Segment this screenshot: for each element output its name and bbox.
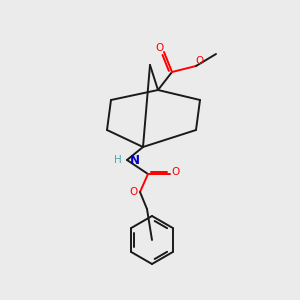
Text: H: H (114, 155, 122, 165)
Text: O: O (171, 167, 179, 177)
Text: N: N (130, 154, 140, 166)
Text: O: O (129, 187, 137, 197)
Text: O: O (196, 56, 204, 66)
Text: O: O (155, 43, 163, 53)
